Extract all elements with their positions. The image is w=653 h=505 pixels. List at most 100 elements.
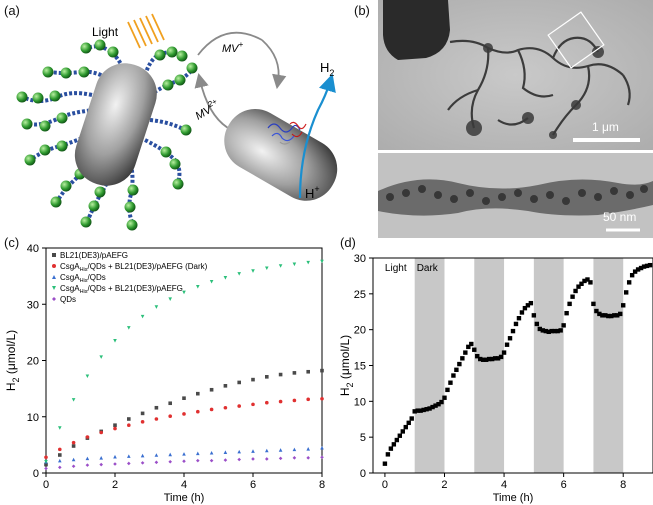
x-tick-label: 0 [43, 479, 49, 491]
data-point [99, 355, 103, 359]
data-point [306, 447, 310, 451]
tem-particles [386, 185, 648, 205]
data-point [442, 395, 447, 400]
data-point [621, 303, 626, 308]
data-point [522, 305, 528, 311]
data-point [460, 356, 465, 361]
data-point [196, 458, 200, 463]
legend-marker [52, 297, 56, 301]
data-point [320, 368, 324, 373]
data-point [113, 454, 117, 459]
series-0 [382, 262, 653, 466]
data-point [528, 300, 534, 306]
tem-image-top: 1 μm [378, 0, 653, 150]
data-point [638, 265, 644, 271]
data-point [510, 328, 516, 334]
data-point [644, 263, 650, 269]
data-point [71, 464, 76, 469]
h2-sub: 2 [329, 68, 334, 78]
data-point [292, 262, 297, 267]
data-point [555, 328, 560, 334]
panel-label-b: (b) [354, 3, 370, 18]
data-point [612, 313, 617, 318]
data-point [58, 426, 62, 430]
x-axis-label: Time (h) [164, 492, 205, 504]
data-point [489, 356, 495, 362]
light-rays-icon [127, 13, 165, 49]
data-point [127, 423, 131, 427]
data-point [113, 462, 117, 466]
data-point [209, 279, 214, 284]
data-point [168, 297, 172, 301]
data-point [481, 357, 486, 362]
x-tick-label: 8 [620, 479, 626, 491]
y-axis-label-main: H [338, 387, 352, 396]
data-point [385, 452, 391, 457]
data-point [594, 308, 599, 314]
x-tick-label: 6 [250, 479, 256, 491]
data-point [209, 387, 214, 392]
y-axis-label-rest: (μmol/L) [338, 335, 352, 383]
x-tick-label: 2 [441, 479, 447, 491]
data-point [406, 420, 411, 426]
data-point [251, 449, 255, 453]
data-point [58, 447, 62, 452]
data-point [44, 462, 48, 467]
data-point [403, 424, 408, 430]
tem-top-scale-label: 1 μm [592, 120, 619, 134]
data-point [469, 341, 474, 347]
data-point [306, 456, 310, 460]
data-point [388, 446, 394, 451]
legend-marker [52, 286, 56, 290]
data-point [540, 328, 545, 333]
x-tick-label: 8 [319, 479, 325, 491]
annotation-dark: Dark [417, 263, 439, 274]
x-tick-label: 4 [181, 479, 187, 491]
y-tick-label: 10 [27, 412, 39, 424]
y-tick-label: 40 [27, 243, 39, 255]
legend-entry: BL21(DE3)/pAEFG [60, 251, 128, 260]
data-point [85, 374, 90, 379]
bacterium-rod [224, 108, 338, 201]
data-point [600, 313, 605, 318]
y-tick-label: 10 [354, 396, 366, 408]
data-point [501, 350, 507, 355]
legend-text: CsgA [60, 262, 80, 271]
data-point [237, 380, 241, 385]
data-point [492, 356, 498, 361]
legend-text: CsgA [60, 284, 80, 293]
data-point [265, 448, 269, 453]
data-point [567, 301, 572, 307]
data-point [251, 402, 255, 407]
panel-label-c: (c) [4, 235, 20, 250]
data-point [140, 461, 145, 465]
data-point [306, 369, 310, 374]
quantum-dots [16, 39, 198, 231]
data-point [306, 260, 310, 265]
data-point [436, 402, 441, 407]
data-point [448, 380, 453, 385]
data-point [237, 457, 241, 462]
data-point [71, 457, 76, 462]
y-axis-label: H2 (μmol/L) [338, 335, 355, 396]
tem-bottom-svg: 50 nm [378, 153, 653, 238]
data-point [237, 404, 241, 408]
y-tick-label: 15 [354, 361, 366, 373]
data-point [182, 452, 186, 456]
proton-label: H+ [305, 184, 320, 201]
data-point [418, 408, 423, 413]
data-point [44, 466, 48, 471]
data-point [127, 454, 131, 458]
data-point [292, 398, 297, 403]
data-point [278, 456, 283, 461]
y-tick-label: 0 [33, 468, 39, 480]
dark-interval-band [533, 258, 564, 473]
data-point [265, 266, 269, 271]
data-point [168, 459, 172, 464]
data-point [99, 456, 103, 460]
data-point [278, 264, 283, 268]
data-point [531, 313, 537, 318]
data-point [127, 417, 131, 421]
